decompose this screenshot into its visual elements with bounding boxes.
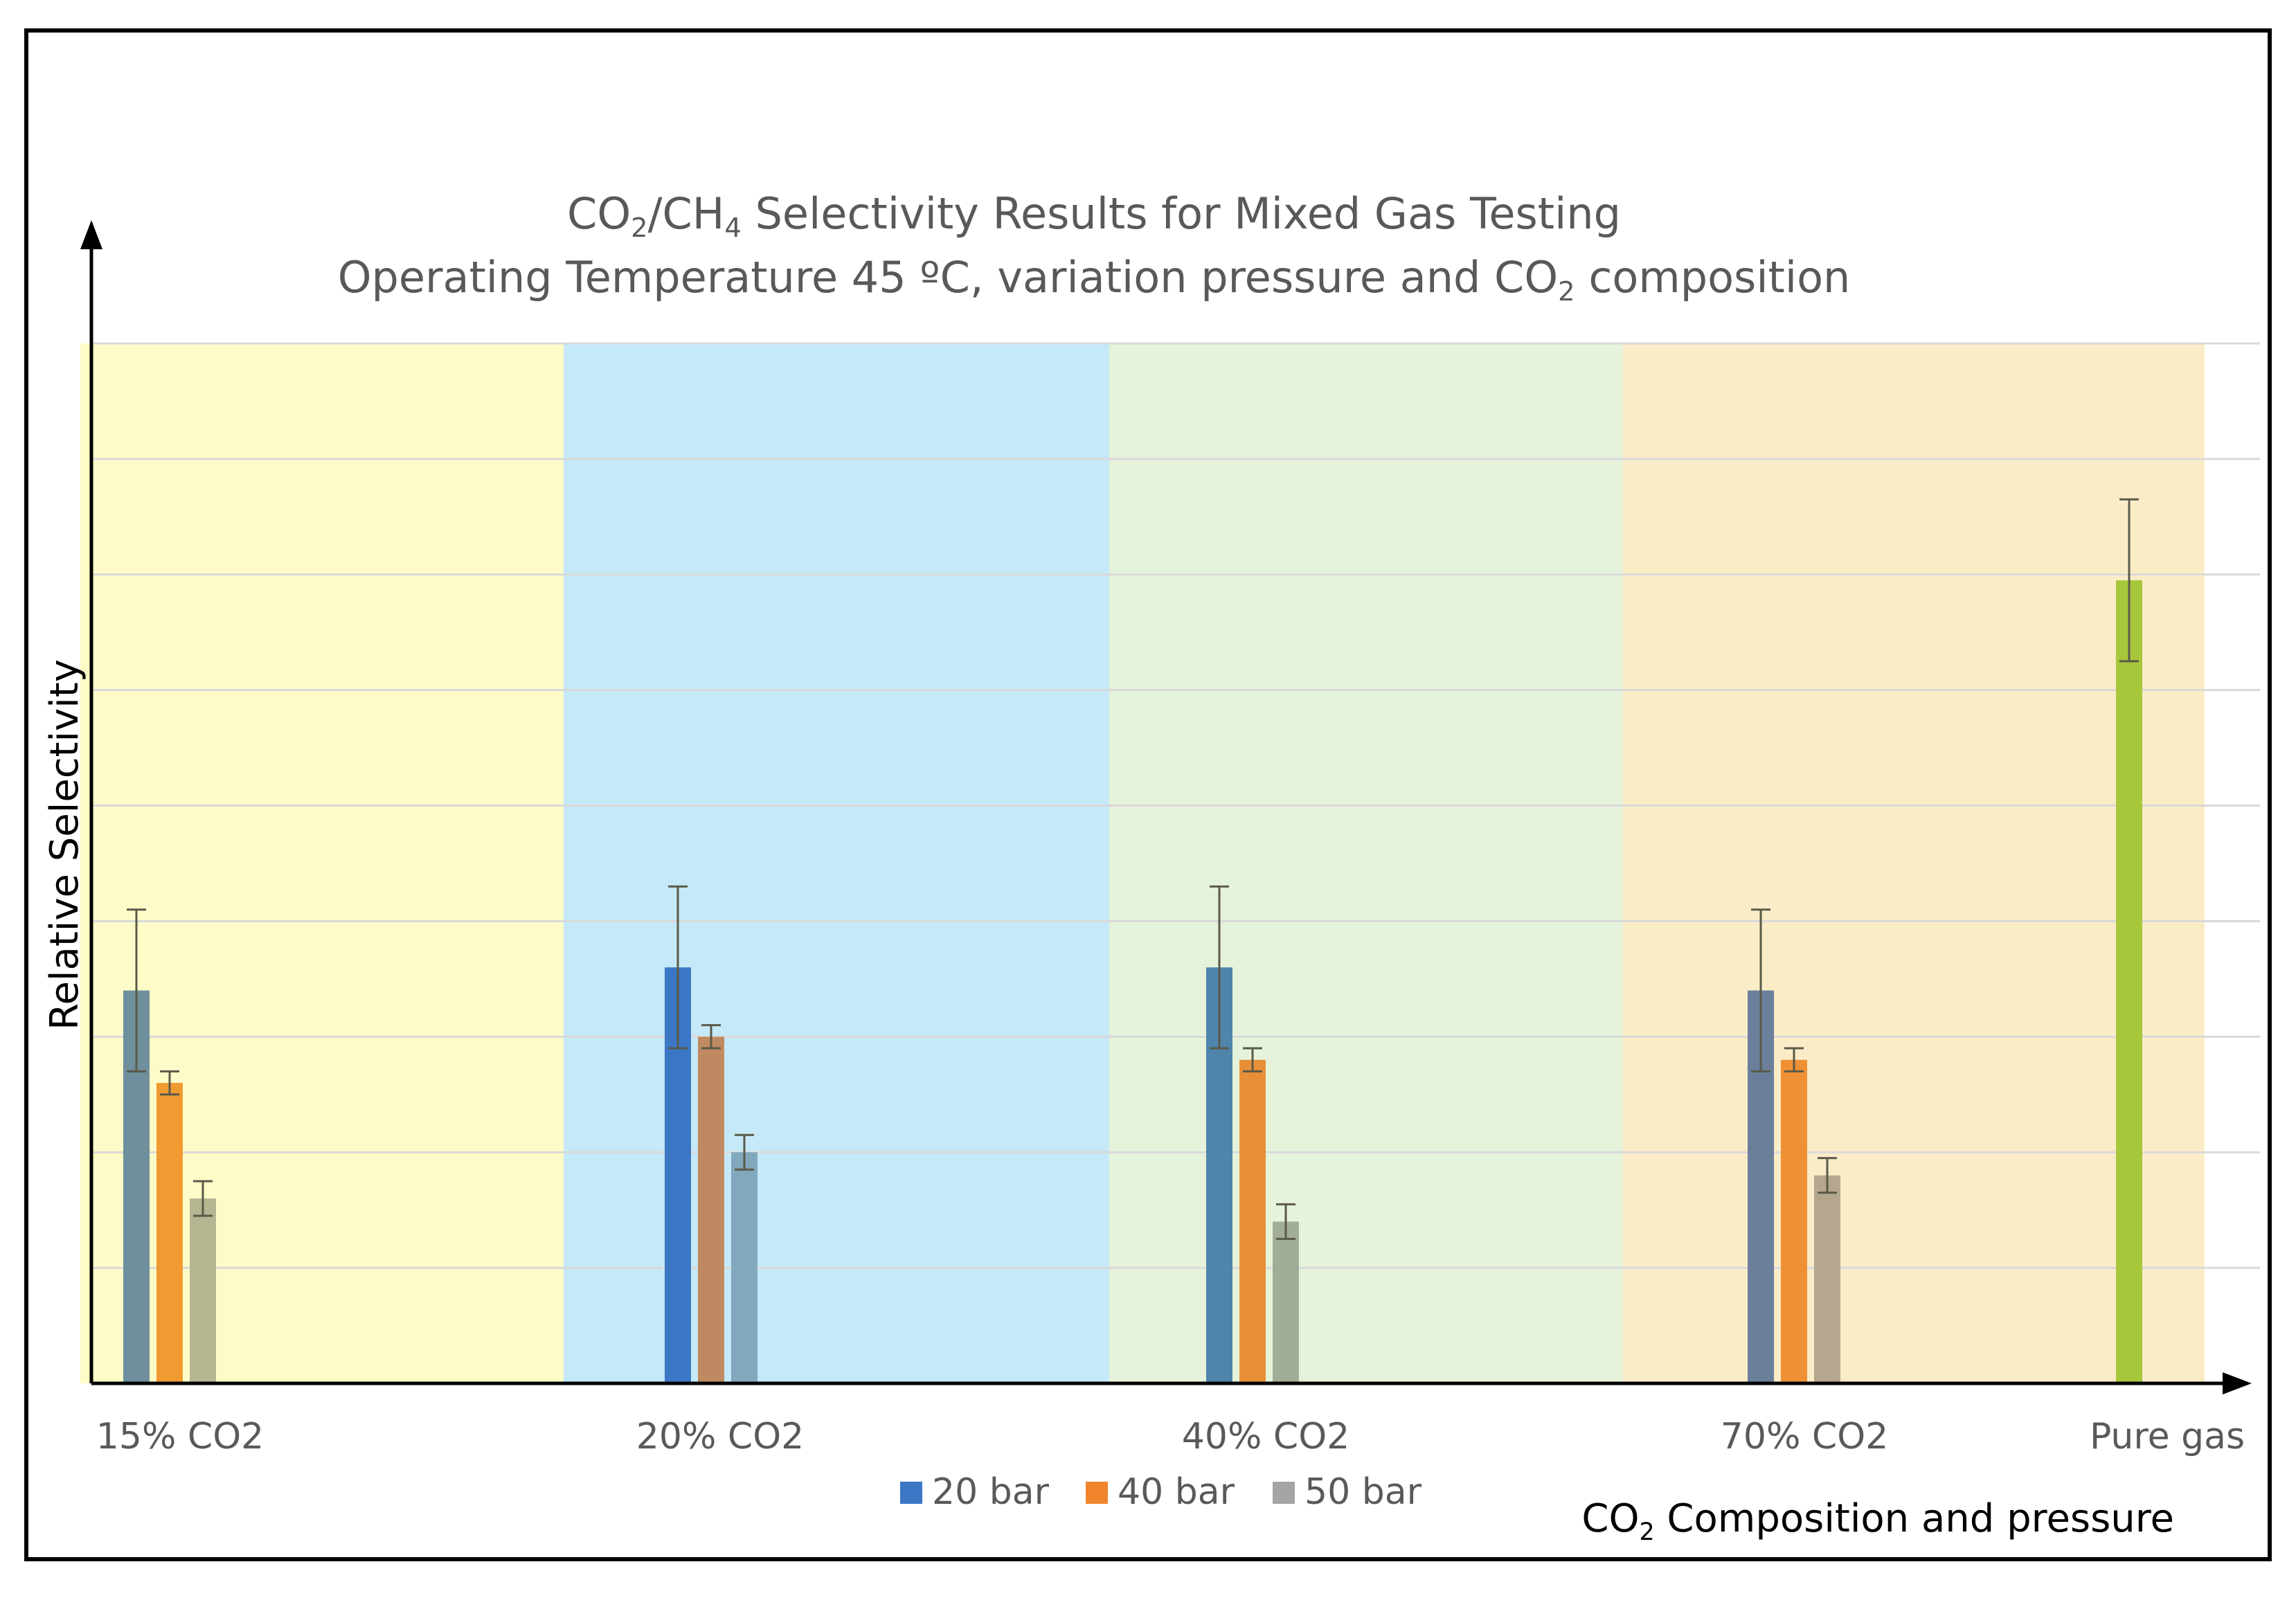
error-bar-1-2	[160, 1070, 179, 1096]
band-4	[1623, 343, 2205, 1383]
error-bar-2-1	[668, 885, 688, 1050]
bar-4-3	[1814, 1175, 1840, 1383]
y-axis-title: Relative Selectivity	[42, 659, 87, 1030]
category-label-1: 15% CO2	[96, 1416, 264, 1457]
bar-1-3	[190, 1198, 216, 1383]
chart-titles: CO2/CH4 Selectivity Results for Mixed Ga…	[338, 188, 1851, 307]
axes	[80, 220, 2252, 1394]
bar-2-2	[698, 1036, 724, 1383]
category-label-3: 40% CO2	[1182, 1416, 1349, 1457]
error-bar-4-3	[1818, 1157, 1837, 1194]
band-3	[1109, 343, 1623, 1383]
error-bar-3-1	[1210, 885, 1229, 1050]
category-label-2: 20% CO2	[636, 1416, 804, 1457]
error-bar-2-3	[735, 1133, 754, 1171]
legend-label-2: 40 bar	[1118, 1471, 1235, 1513]
y-axis-arrow-icon	[80, 220, 102, 249]
band-2	[564, 343, 1109, 1383]
bar-1-2	[156, 1083, 183, 1383]
gridlines	[91, 342, 2260, 1269]
chart-title-line-2: Operating Temperature 45 ºC, variation p…	[338, 252, 1851, 307]
error-bar-4-1	[1751, 908, 1770, 1072]
error-bar-3-2	[1243, 1047, 1262, 1072]
band-1	[80, 343, 564, 1383]
bar-3-2	[1239, 1059, 1266, 1383]
legend-swatch-2	[1086, 1482, 1108, 1504]
error-bar-1-1	[127, 908, 146, 1072]
legend-label-3: 50 bar	[1304, 1471, 1422, 1513]
bar-5-1	[2116, 580, 2142, 1383]
category-label-5: Pure gas	[2090, 1416, 2245, 1457]
bar-3-3	[1273, 1221, 1299, 1383]
error-bar-4-2	[1784, 1047, 1804, 1072]
legend-label-1: 20 bar	[932, 1471, 1050, 1513]
bars	[123, 498, 2142, 1383]
legend: 20 bar 40 bar 50 bar	[900, 1471, 1422, 1513]
bar-4-2	[1781, 1059, 1807, 1383]
x-axis-arrow-icon	[2223, 1372, 2252, 1394]
error-bar-2-2	[701, 1024, 721, 1050]
category-labels: 15% CO2 20% CO2 40% CO2 70% CO2 Pure gas	[96, 1416, 2245, 1457]
error-bar-3-3	[1276, 1203, 1295, 1240]
category-label-4: 70% CO2	[1721, 1416, 1888, 1457]
error-bar-1-3	[193, 1180, 213, 1217]
legend-swatch-3	[1273, 1482, 1295, 1504]
category-bands	[80, 343, 2205, 1383]
error-bar-5-1	[2119, 498, 2139, 663]
bar-2-3	[731, 1152, 757, 1383]
x-axis-title: CO2 Composition and pressure	[1581, 1496, 2174, 1546]
chart-title-line-1: CO2/CH4 Selectivity Results for Mixed Ga…	[567, 188, 1621, 244]
legend-swatch-1	[900, 1482, 922, 1504]
